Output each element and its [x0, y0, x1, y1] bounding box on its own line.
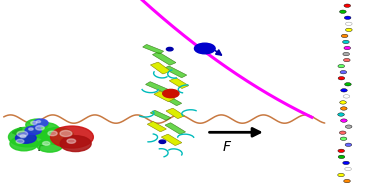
Circle shape: [341, 107, 347, 110]
FancyBboxPatch shape: [143, 44, 163, 54]
FancyBboxPatch shape: [147, 122, 166, 132]
Circle shape: [345, 22, 352, 26]
Circle shape: [344, 179, 350, 183]
Circle shape: [340, 137, 347, 140]
Circle shape: [345, 28, 352, 32]
Circle shape: [166, 47, 173, 51]
FancyBboxPatch shape: [165, 123, 186, 134]
Circle shape: [344, 46, 351, 50]
FancyBboxPatch shape: [166, 108, 184, 119]
Circle shape: [339, 10, 346, 13]
Circle shape: [344, 58, 350, 62]
Circle shape: [338, 113, 344, 116]
Circle shape: [338, 149, 345, 153]
Circle shape: [37, 121, 41, 123]
FancyBboxPatch shape: [154, 91, 175, 102]
Text: $F$: $F$: [222, 140, 232, 154]
Circle shape: [31, 121, 37, 125]
Circle shape: [340, 70, 347, 74]
Circle shape: [342, 40, 349, 44]
Circle shape: [344, 4, 351, 7]
Circle shape: [41, 128, 74, 145]
Circle shape: [42, 142, 50, 145]
Circle shape: [345, 125, 352, 128]
FancyBboxPatch shape: [152, 52, 176, 65]
FancyBboxPatch shape: [164, 66, 187, 78]
Circle shape: [345, 167, 351, 171]
Circle shape: [338, 64, 345, 68]
Circle shape: [338, 155, 345, 159]
Circle shape: [60, 130, 72, 137]
Circle shape: [163, 89, 179, 98]
FancyBboxPatch shape: [150, 110, 171, 120]
Circle shape: [51, 126, 93, 148]
Circle shape: [48, 131, 57, 136]
Circle shape: [159, 140, 166, 143]
Circle shape: [341, 119, 347, 122]
FancyBboxPatch shape: [146, 82, 168, 92]
Circle shape: [339, 131, 346, 134]
FancyBboxPatch shape: [162, 134, 182, 146]
Circle shape: [17, 131, 28, 137]
Circle shape: [33, 119, 48, 127]
Circle shape: [29, 128, 33, 130]
Circle shape: [10, 136, 38, 151]
Circle shape: [345, 83, 351, 86]
Circle shape: [35, 126, 44, 130]
Circle shape: [341, 89, 347, 92]
Circle shape: [343, 95, 350, 98]
Circle shape: [338, 77, 345, 80]
Circle shape: [15, 133, 36, 143]
Circle shape: [344, 16, 351, 19]
Circle shape: [37, 139, 63, 152]
Circle shape: [25, 126, 41, 135]
Circle shape: [343, 52, 349, 56]
Circle shape: [343, 161, 349, 165]
Circle shape: [26, 119, 48, 130]
Circle shape: [345, 143, 352, 146]
FancyBboxPatch shape: [169, 78, 189, 88]
Text: $F$: $F$: [37, 140, 48, 154]
Circle shape: [8, 127, 47, 147]
Circle shape: [60, 136, 91, 152]
FancyBboxPatch shape: [151, 62, 170, 74]
Circle shape: [338, 173, 344, 177]
Circle shape: [20, 135, 26, 138]
Circle shape: [29, 122, 60, 138]
FancyBboxPatch shape: [162, 95, 182, 106]
Circle shape: [67, 139, 76, 143]
Circle shape: [341, 34, 348, 38]
Circle shape: [194, 43, 215, 54]
Circle shape: [16, 139, 24, 143]
Circle shape: [340, 101, 346, 104]
